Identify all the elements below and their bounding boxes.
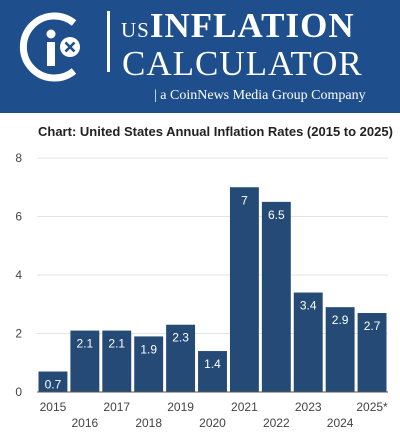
logo-icon [19,12,80,82]
header-banner: USINFLATION CALCULATOR | a CoinNews Medi… [0,0,400,113]
x-tick-label: 2023 [295,400,322,414]
chart-title: Chart: United States Annual Inflation Ra… [38,124,393,139]
bar [325,307,355,392]
y-tick-label: 6 [15,210,22,224]
data-label: 3.4 [300,299,317,313]
data-label: 2.3 [172,331,189,345]
header-divider [107,11,110,72]
title-main: INFLATION [149,6,355,45]
tagline: | a CoinNews Media Group Company [154,88,366,103]
data-label: 2.9 [332,313,349,327]
bar [70,330,100,392]
title-prefix: US [121,18,150,42]
data-label: 1.9 [140,342,157,356]
x-tick-label: 2024 [327,416,354,430]
x-tick-label: 2016 [72,416,99,430]
bar [293,292,323,392]
x-tick-label: 2025* [356,400,388,414]
data-label: 1.4 [204,357,221,371]
bar [198,351,227,392]
data-label: 2.7 [364,319,381,333]
x-tick-label: 2018 [135,416,162,430]
site-title: USINFLATION [121,6,355,46]
data-label: 2.1 [77,337,94,351]
bar [261,201,291,392]
x-tick-label: 2017 [103,400,130,414]
data-label: 7 [241,193,248,207]
y-tick-label: 8 [15,151,22,165]
x-tick-label: 2021 [231,400,258,414]
data-label: 0.7 [45,378,62,392]
bar [134,336,164,392]
bar [166,324,196,392]
y-tick-label: 4 [15,268,22,282]
x-tick-label: 2015 [40,400,67,414]
data-label: 2.1 [108,337,125,351]
data-label: 6.5 [268,208,285,222]
y-tick-label: 2 [15,327,22,341]
bar [229,187,259,392]
x-tick-label: 2019 [167,400,194,414]
y-tick-label: 0 [15,385,22,399]
bar [38,371,68,392]
bar [102,330,132,392]
x-tick-label: 2020 [199,416,226,430]
site-title-line2: CALCULATOR [122,44,363,83]
x-tick-label: 2022 [263,416,290,430]
bar [357,313,387,392]
